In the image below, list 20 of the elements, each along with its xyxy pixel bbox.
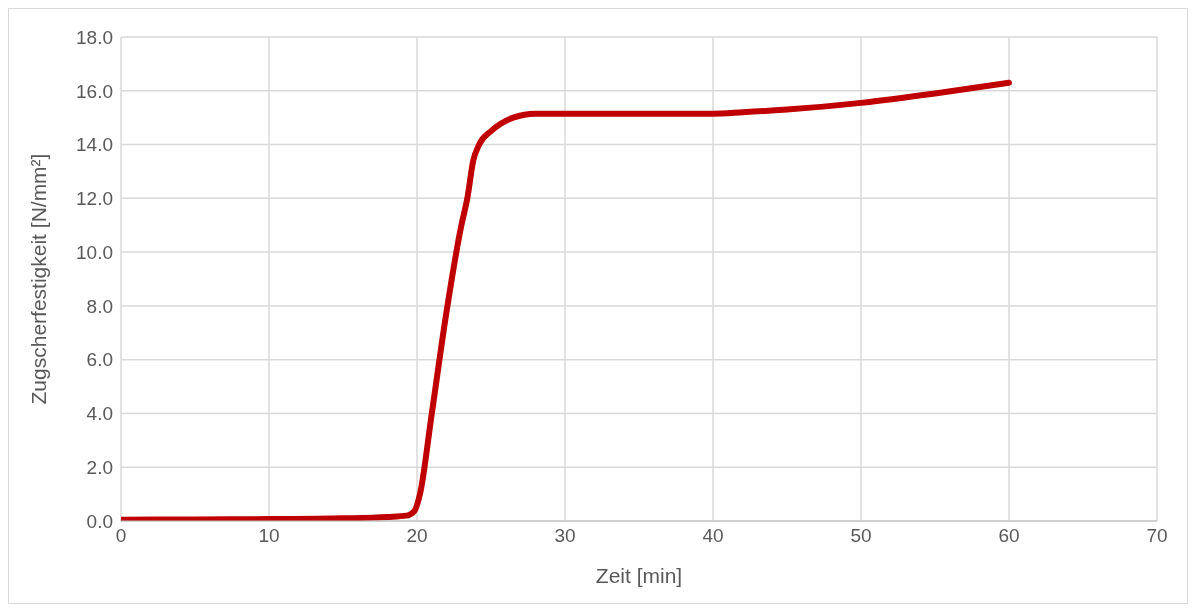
x-tick-label: 10: [258, 525, 280, 547]
y-tick-label: 2.0: [86, 456, 113, 478]
x-tick-label: 20: [406, 525, 428, 547]
x-axis-title: Zeit [min]: [595, 564, 683, 587]
y-tick-label: 10.0: [76, 241, 113, 263]
x-tick-label: 40: [702, 525, 724, 547]
x-tick-label: 0: [115, 525, 127, 547]
y-axis-title: Zugscherfestigkeit [N/mm²]: [27, 153, 51, 405]
x-tick-label: 30: [554, 525, 576, 547]
y-tick-label: 8.0: [86, 295, 113, 317]
y-tick-label: 4.0: [86, 403, 113, 425]
y-tick-label: 0.0: [86, 510, 113, 532]
y-tick-label: 18.0: [76, 26, 113, 48]
y-tick-label: 16.0: [76, 80, 113, 102]
y-tick-label: 12.0: [76, 188, 113, 210]
y-tick-label: 14.0: [76, 134, 113, 156]
y-tick-label: 6.0: [86, 349, 113, 371]
x-tick-label: 70: [1146, 525, 1168, 547]
x-tick-label: 50: [850, 525, 872, 547]
x-tick-label: 60: [998, 525, 1020, 547]
